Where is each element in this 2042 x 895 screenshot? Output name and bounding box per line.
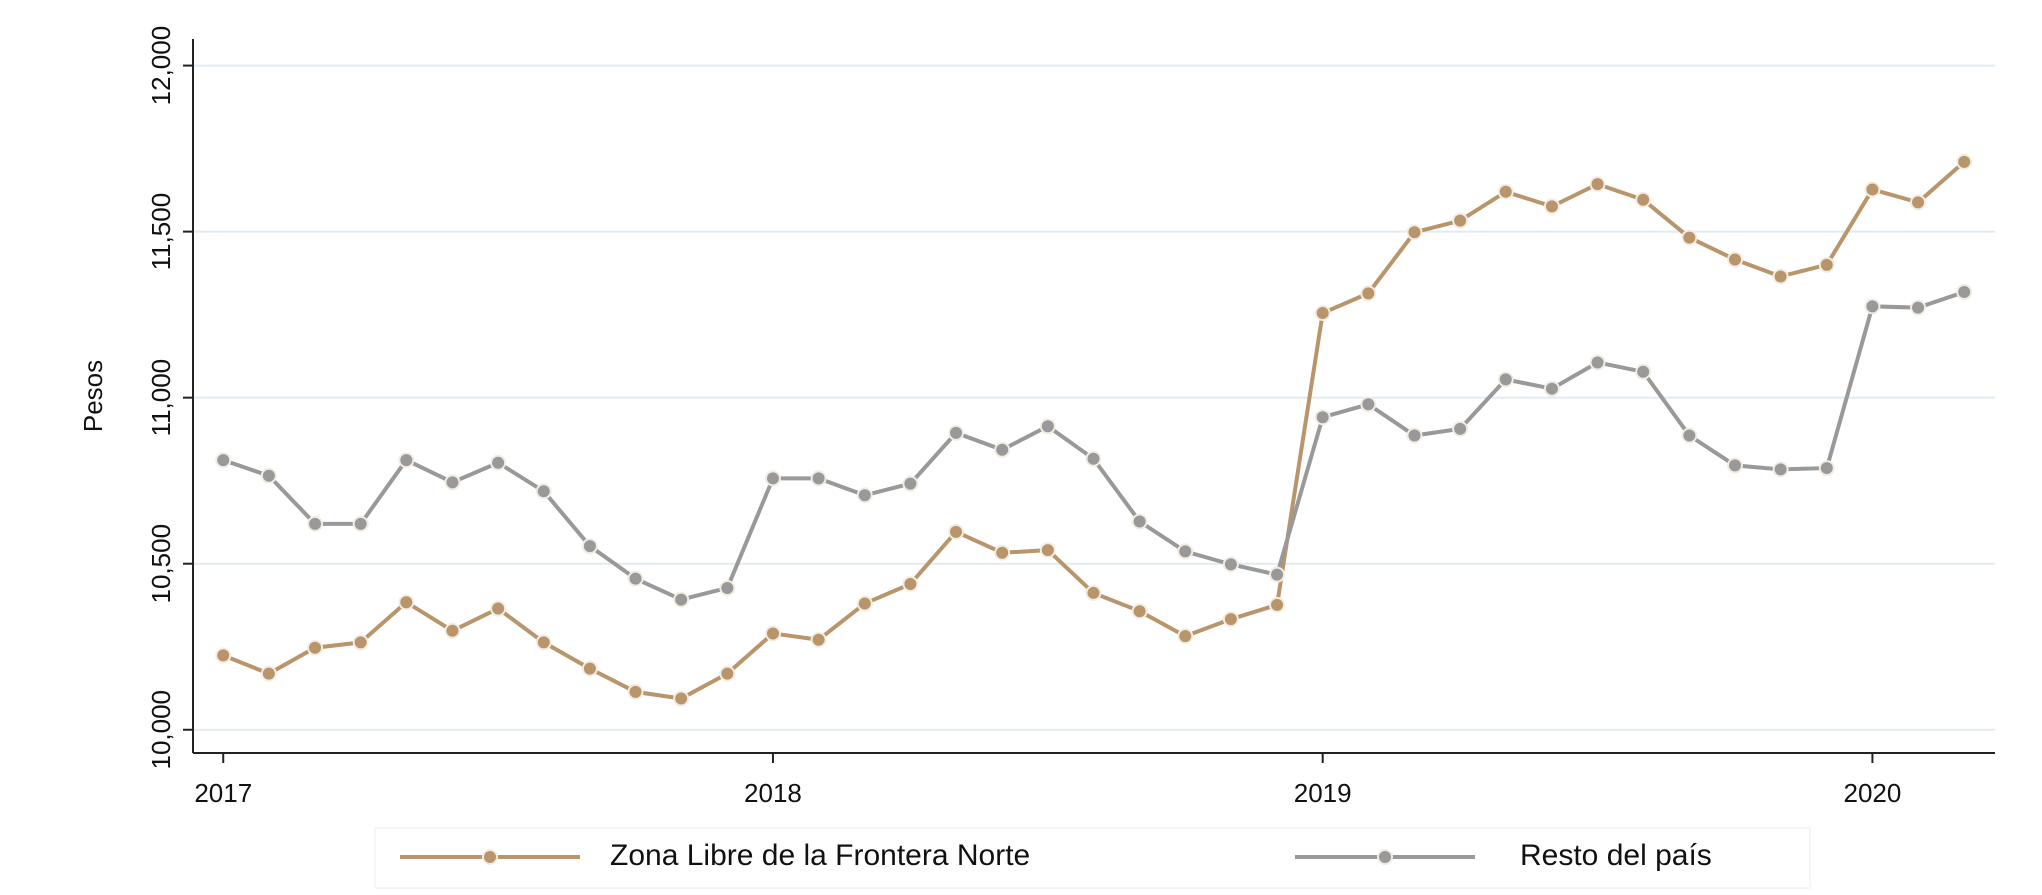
data-point [1818,256,1835,273]
data-point [902,575,919,592]
data-point [673,690,690,707]
data-point [1039,418,1056,435]
data-point [994,441,1011,458]
data-point [215,452,232,469]
data-point [260,467,277,484]
data-point [1589,176,1606,193]
series-line [222,290,1965,602]
data-point [307,639,324,656]
y-tick-label: 11,500 [146,193,176,271]
y-tick-label: 10,500 [146,524,176,604]
series-line [222,160,1966,701]
legend-label: Resto del país [1520,839,1712,872]
x-tick-label: 2019 [1294,778,1352,808]
data-point [352,634,369,651]
y-axis-label: Pesos [78,360,108,432]
data-point [1681,229,1698,246]
data-point [856,487,873,504]
data-point [810,631,827,648]
data-point [1452,420,1469,437]
data-point [902,475,919,492]
data-point [260,665,277,682]
data-point [856,595,873,612]
data-point [1956,284,1973,301]
data-point [1177,628,1194,645]
data-point [490,454,507,471]
data-point [1543,380,1560,397]
data-point [1406,224,1423,241]
data-point [1452,212,1469,229]
data-point [948,523,965,540]
legend-marker [1377,849,1393,865]
y-tick-label: 11,000 [146,359,176,437]
data-point [627,683,644,700]
legend-marker [482,849,498,865]
data-point [1956,153,1973,170]
x-tick-label: 2018 [744,778,802,808]
data-point [1818,460,1835,477]
data-point [1772,268,1789,285]
data-point [764,625,781,642]
data-point [1497,183,1514,200]
data-point [1222,556,1239,573]
data-point [398,594,415,611]
data-point [627,570,644,587]
data-point [1726,251,1743,268]
data-point [1131,513,1148,530]
data-point [1726,457,1743,474]
data-point [215,647,232,664]
data-point [1314,304,1331,321]
data-point [1360,285,1377,302]
data-point [810,470,827,487]
y-tick-label: 10,000 [146,690,176,770]
data-point [1589,354,1606,371]
data-point [948,424,965,441]
data-point [535,483,552,500]
data-point [1085,450,1102,467]
data-point [490,600,507,617]
data-point [719,579,736,596]
data-point [1269,596,1286,613]
data-point [764,470,781,487]
data-point [1864,298,1881,315]
legend-box [374,827,1811,889]
data-point [1497,371,1514,388]
data-point [581,660,598,677]
data-point [1681,427,1698,444]
data-point [1772,461,1789,478]
data-point [581,538,598,555]
data-point [444,622,461,639]
data-point [1635,191,1652,208]
data-point [1269,566,1286,583]
data-point [1039,542,1056,559]
data-point [1910,299,1927,316]
data-point [1131,603,1148,620]
data-point [1085,584,1102,601]
data-point [307,515,324,532]
data-point [673,591,690,608]
data-point [994,544,1011,561]
data-point [1360,396,1377,413]
data-point [719,665,736,682]
data-point [1222,611,1239,628]
data-point [1864,181,1881,198]
data-point [1406,427,1423,444]
data-point [398,452,415,469]
data-point [1177,543,1194,560]
y-tick-label: 12,000 [146,26,176,106]
legend-label: Zona Libre de la Frontera Norte [610,839,1030,872]
data-point [535,634,552,651]
x-tick-label: 2020 [1843,778,1901,808]
x-tick-label: 2017 [194,778,252,808]
data-point [352,515,369,532]
data-point [1635,363,1652,380]
data-point [444,474,461,491]
data-point [1543,198,1560,215]
data-point [1314,409,1331,426]
data-point [1910,194,1927,211]
